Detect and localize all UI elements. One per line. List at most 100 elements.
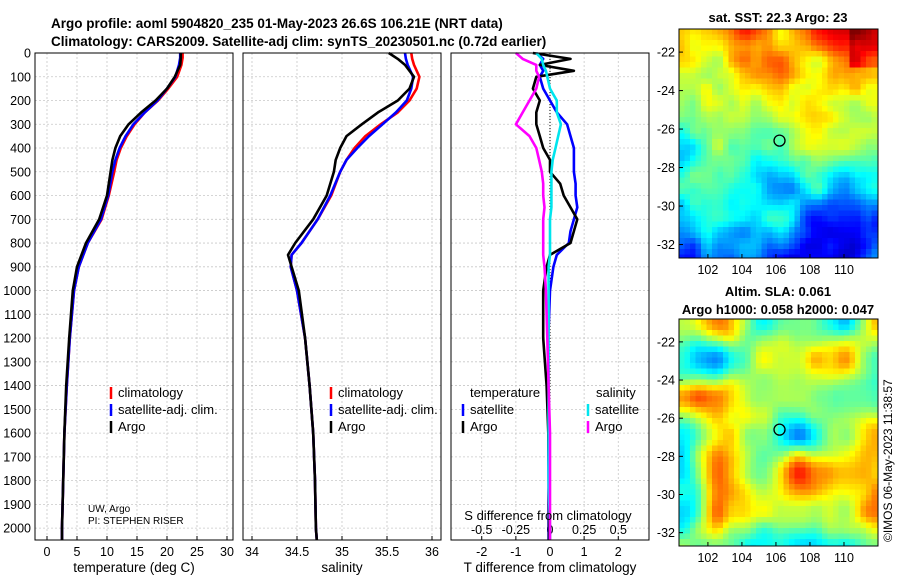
map-cell xyxy=(855,254,861,259)
map-cell xyxy=(822,423,828,430)
map-cell xyxy=(800,155,806,162)
map-cell xyxy=(783,374,790,380)
map-cell xyxy=(756,84,762,90)
map-cell xyxy=(701,429,707,435)
map-cell xyxy=(789,238,795,244)
map-cell xyxy=(800,84,806,90)
map-cell xyxy=(739,412,746,419)
map-cell xyxy=(706,194,713,200)
map-cell xyxy=(739,434,746,441)
map-cell xyxy=(811,401,817,408)
map-cell xyxy=(684,390,691,397)
map-cell xyxy=(750,172,757,178)
map-cell xyxy=(816,40,823,46)
map-cell xyxy=(800,423,806,430)
map-cell xyxy=(706,62,713,68)
map-cell xyxy=(838,95,845,101)
map-cell xyxy=(701,45,707,52)
map-cell xyxy=(838,29,845,35)
map-cell xyxy=(860,144,867,151)
map-cell xyxy=(844,539,850,545)
map-cell xyxy=(679,205,685,211)
map-cell xyxy=(717,45,724,52)
map-cell xyxy=(706,335,713,342)
map-cell xyxy=(717,84,724,90)
map-cell xyxy=(789,199,795,206)
map-cell xyxy=(734,161,740,167)
map-cell xyxy=(827,172,834,178)
map-cell xyxy=(734,346,740,353)
title-line-1: Argo profile: aoml 5904820_235 01-May-20… xyxy=(51,16,503,31)
map-cell xyxy=(772,78,779,85)
map-cell xyxy=(690,45,696,52)
map-cell xyxy=(745,429,751,435)
map-cell xyxy=(684,133,691,140)
map-cell xyxy=(717,478,724,485)
map-cell xyxy=(827,40,834,46)
depth-tick-label: 400 xyxy=(10,142,31,156)
map-cell xyxy=(778,352,784,358)
map-cell xyxy=(717,155,724,162)
map-cell xyxy=(690,238,696,244)
map-cell xyxy=(849,434,856,441)
map-cell xyxy=(739,89,746,96)
map-cell xyxy=(679,440,685,446)
map-cell xyxy=(789,150,795,156)
map-cell xyxy=(794,440,801,446)
map-cell xyxy=(811,522,817,529)
map-cell xyxy=(794,462,801,468)
map-cell xyxy=(855,177,861,184)
map-cell xyxy=(756,144,762,151)
map-cell xyxy=(811,495,817,501)
map-cell xyxy=(712,172,718,178)
map-cell xyxy=(811,467,817,474)
map-cell xyxy=(679,374,685,380)
map-cell xyxy=(805,528,812,534)
map-cell xyxy=(695,45,702,52)
map-cell xyxy=(756,29,762,35)
map-cell xyxy=(871,227,878,233)
map-cell xyxy=(684,368,691,375)
map-cell xyxy=(849,133,856,140)
map-cell xyxy=(750,111,757,118)
map-cell xyxy=(822,346,828,353)
map-cell xyxy=(684,166,691,173)
legend-heading-temperature: temperature xyxy=(470,385,540,400)
map-cell xyxy=(706,128,713,134)
map-cell xyxy=(849,100,856,107)
map-cell xyxy=(756,445,762,452)
map-cell xyxy=(712,374,718,380)
map-cell xyxy=(728,390,735,397)
map-cell xyxy=(838,357,845,364)
map-cell xyxy=(844,34,850,41)
map-cell xyxy=(833,111,839,118)
map-cell xyxy=(778,199,784,206)
map-cell xyxy=(827,324,834,331)
map-cell xyxy=(800,522,806,529)
map-cell xyxy=(734,462,740,468)
map-cell xyxy=(745,243,751,250)
map-cell xyxy=(783,205,790,211)
map-cell xyxy=(871,51,878,57)
map-cell xyxy=(827,429,834,435)
map-cell xyxy=(778,429,784,435)
map-cell xyxy=(789,84,795,90)
map-cell xyxy=(761,78,768,85)
map-cell xyxy=(805,363,812,369)
map-cell xyxy=(833,500,839,507)
map-cell xyxy=(789,319,795,325)
map-cell xyxy=(866,155,872,162)
map-cell xyxy=(734,243,740,250)
map-cell xyxy=(734,418,740,424)
map-cell xyxy=(739,539,746,545)
map-cell xyxy=(860,517,867,523)
map-cell xyxy=(800,177,806,184)
map-cell xyxy=(739,423,746,430)
map-cell xyxy=(844,511,850,518)
map-cell xyxy=(706,232,713,239)
map-cell xyxy=(805,221,812,228)
map-cell xyxy=(849,418,856,424)
map-cell xyxy=(723,122,729,129)
map-cell xyxy=(805,67,812,74)
map-cell xyxy=(778,232,784,239)
